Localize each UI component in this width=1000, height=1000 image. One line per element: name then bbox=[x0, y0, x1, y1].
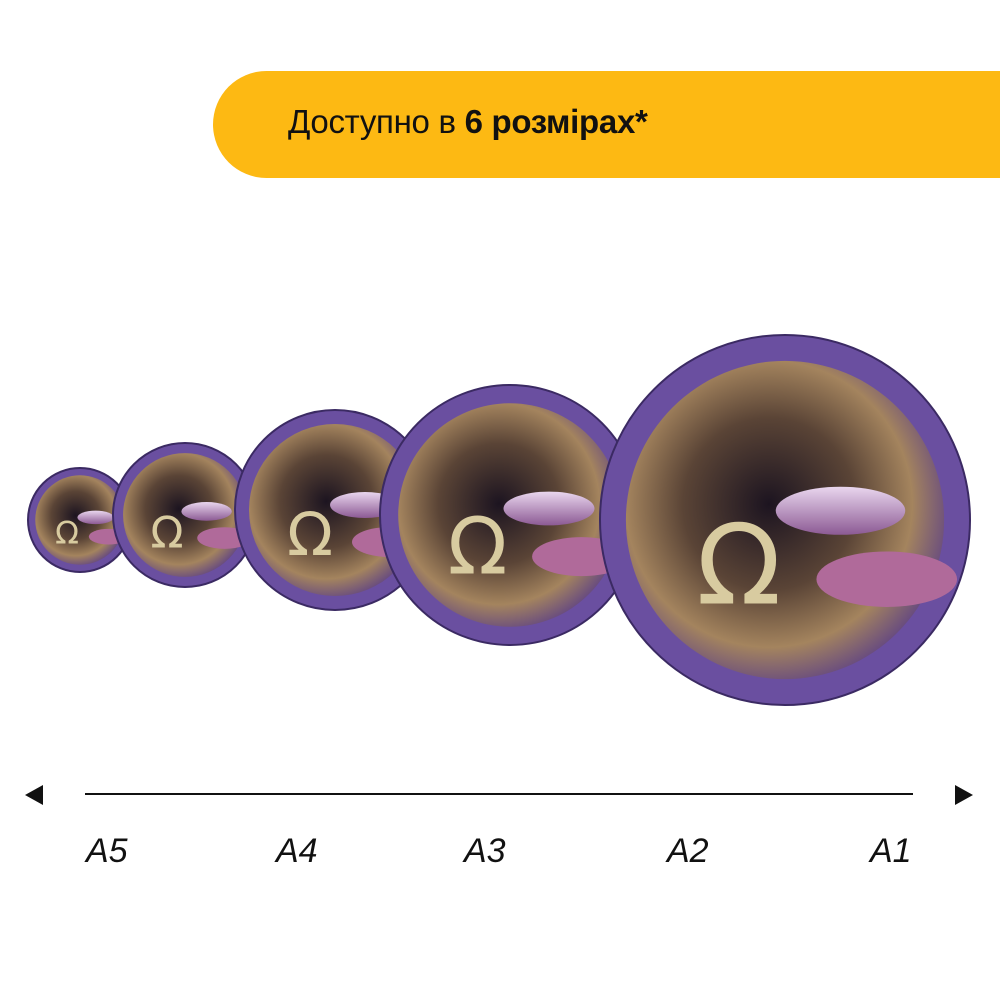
libra-symbol-icon: Ω bbox=[448, 503, 508, 593]
banner-title: Доступно в 6 розмірах* bbox=[288, 103, 648, 141]
sizes-banner bbox=[213, 71, 1000, 178]
libra-puzzle-3: Ω bbox=[234, 409, 436, 611]
libra-puzzle-5: Ω bbox=[599, 334, 971, 706]
banner-text-bold: 6 розмірах* bbox=[464, 103, 648, 140]
libra-symbol-icon: Ω bbox=[287, 500, 333, 570]
size-label-a4: A4 bbox=[276, 832, 318, 870]
size-label-a5: A5 bbox=[86, 832, 128, 870]
size-label-a1: A1 bbox=[870, 832, 912, 870]
size-label-a2: A2 bbox=[667, 832, 709, 870]
libra-puzzle-4: Ω bbox=[379, 384, 641, 646]
libra-puzzle-2: Ω bbox=[112, 442, 258, 588]
arrow-left-icon bbox=[25, 785, 43, 805]
arrow-right-icon bbox=[955, 785, 973, 805]
libra-symbol-icon: Ω bbox=[150, 508, 183, 558]
libra-symbol-icon: Ω bbox=[696, 501, 781, 630]
size-axis-line bbox=[85, 793, 913, 795]
banner-text-regular: Доступно в bbox=[288, 103, 465, 140]
libra-symbol-icon: Ω bbox=[55, 515, 79, 551]
size-label-a3: A3 bbox=[464, 832, 506, 870]
